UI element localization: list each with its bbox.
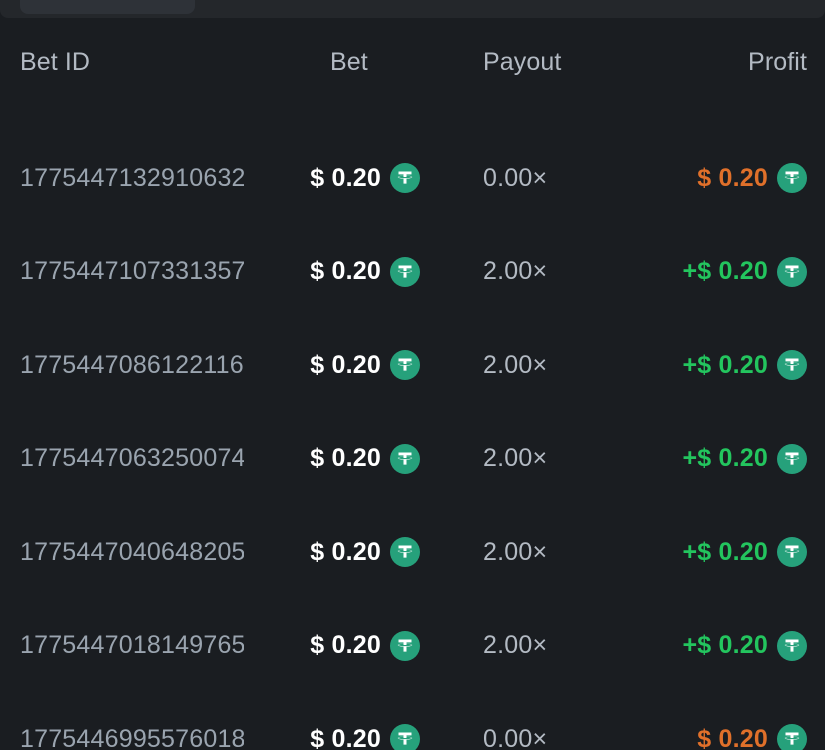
profit-value: +$ 0.20: [682, 631, 768, 659]
profit-value: +$ 0.20: [682, 444, 768, 472]
cell-payout: 0.00×: [483, 692, 603, 750]
table-row[interactable]: 1775447018149765 $ 0.20 2.00× +$ 0.20: [0, 599, 825, 693]
cell-bet-id[interactable]: 1775447040648205: [20, 505, 244, 599]
cell-bet-id[interactable]: 1775447132910632: [20, 131, 244, 225]
bet-id-value: 1775447063250074: [20, 444, 244, 472]
tab-my-bets[interactable]: [20, 0, 195, 14]
cell-payout: 2.00×: [483, 318, 603, 412]
cell-profit: +$ 0.20: [682, 505, 807, 599]
cell-bet: $ 0.20: [300, 505, 420, 599]
cell-bet-id[interactable]: 1775447018149765: [20, 599, 244, 693]
tether-icon: [777, 630, 807, 661]
bet-amount-value: $ 0.20: [310, 537, 381, 566]
tether-icon: [777, 350, 807, 380]
cell-profit: +$ 0.20: [682, 599, 807, 693]
cell-bet: $ 0.20: [300, 318, 420, 412]
cell-bet: $ 0.20: [300, 131, 420, 225]
cell-payout: 2.00×: [483, 599, 603, 693]
cell-profit: +$ 0.20: [682, 225, 807, 319]
tether-icon: [777, 256, 807, 287]
table-header-row: Bet ID Bet Payout Profit: [0, 18, 825, 113]
table-row[interactable]: 1775446995576018 $ 0.20 0.00× $ 0.20: [0, 692, 825, 750]
tether-icon: [390, 163, 420, 193]
cell-bet: $ 0.20: [300, 692, 420, 750]
bet-amount-value: $ 0.20: [310, 444, 381, 472]
bet-id-value: 1775446995576018: [20, 724, 244, 750]
bet-id-value: 1775447086122116: [20, 350, 244, 379]
payout-value: 2.00×: [483, 350, 548, 379]
bet-id-value: 1775447040648205: [20, 537, 244, 566]
tether-icon: [390, 350, 420, 380]
bet-id-value: 1775447018149765: [20, 631, 244, 659]
table-row[interactable]: 1775447132910632 $ 0.20 0.00× $ 0.20: [0, 131, 825, 225]
tether-icon: [390, 724, 420, 750]
cell-profit: $ 0.20: [697, 131, 807, 225]
bets-tab-bar-inner: My Bets: [20, 0, 806, 18]
bet-amount-value: $ 0.20: [310, 724, 381, 750]
column-header-profit: Profit: [748, 48, 807, 76]
payout-value: 2.00×: [483, 537, 548, 566]
profit-value: $ 0.20: [697, 724, 768, 750]
payout-value: 0.00×: [483, 163, 548, 192]
table-row[interactable]: 1775447107331357 $ 0.20 2.00× +$ 0.20: [0, 225, 825, 319]
tether-icon: [777, 537, 807, 567]
table-row[interactable]: 1775447063250074 $ 0.20 2.00× +$ 0.20: [0, 412, 825, 506]
column-header-payout: Payout: [483, 48, 562, 76]
cell-bet: $ 0.20: [300, 225, 420, 319]
bet-id-value: 1775447107331357: [20, 257, 244, 285]
tether-icon: [777, 724, 807, 750]
cell-profit: +$ 0.20: [682, 318, 807, 412]
tether-icon: [777, 163, 807, 193]
payout-value: 0.00×: [483, 724, 548, 750]
column-header-bet: Bet: [330, 48, 368, 76]
payout-value: 2.00×: [483, 444, 548, 472]
cell-payout: 2.00×: [483, 225, 603, 319]
tether-icon: [390, 630, 420, 661]
tether-icon: [390, 537, 420, 567]
tether-icon: [390, 443, 420, 474]
bets-table: Bet ID Bet Payout Profit 177544713291063…: [0, 18, 825, 750]
cell-bet-id[interactable]: 1775446995576018: [20, 692, 244, 750]
cell-bet-id[interactable]: 1775447063250074: [20, 412, 244, 506]
table-row[interactable]: 1775447040648205 $ 0.20 2.00× +$ 0.20: [0, 505, 825, 599]
cell-payout: 2.00×: [483, 505, 603, 599]
payout-value: 2.00×: [483, 257, 548, 285]
cell-payout: 0.00×: [483, 131, 603, 225]
profit-value: +$ 0.20: [682, 537, 768, 566]
cell-bet: $ 0.20: [300, 599, 420, 693]
column-header-bet-id: Bet ID: [20, 48, 91, 76]
bet-amount-value: $ 0.20: [310, 350, 381, 379]
cell-profit: $ 0.20: [697, 692, 807, 750]
cell-profit: +$ 0.20: [682, 412, 807, 506]
profit-value: +$ 0.20: [682, 350, 768, 379]
profit-value: +$ 0.20: [682, 257, 768, 285]
tether-icon: [390, 256, 420, 287]
bet-id-value: 1775447132910632: [20, 163, 244, 192]
bet-amount-value: $ 0.20: [310, 631, 381, 659]
cell-payout: 2.00×: [483, 412, 603, 506]
profit-value: $ 0.20: [697, 163, 768, 192]
tether-icon: [777, 443, 807, 474]
table-row[interactable]: 1775447086122116 $ 0.20 2.00× +$ 0.20: [0, 318, 825, 412]
bet-amount-value: $ 0.20: [310, 257, 381, 285]
cell-bet-id[interactable]: 1775447086122116: [20, 318, 244, 412]
cell-bet-id[interactable]: 1775447107331357: [20, 225, 244, 319]
bet-amount-value: $ 0.20: [310, 163, 381, 192]
cell-bet: $ 0.20: [300, 412, 420, 506]
bets-tab-bar: My Bets: [0, 0, 825, 18]
payout-value: 2.00×: [483, 631, 548, 659]
